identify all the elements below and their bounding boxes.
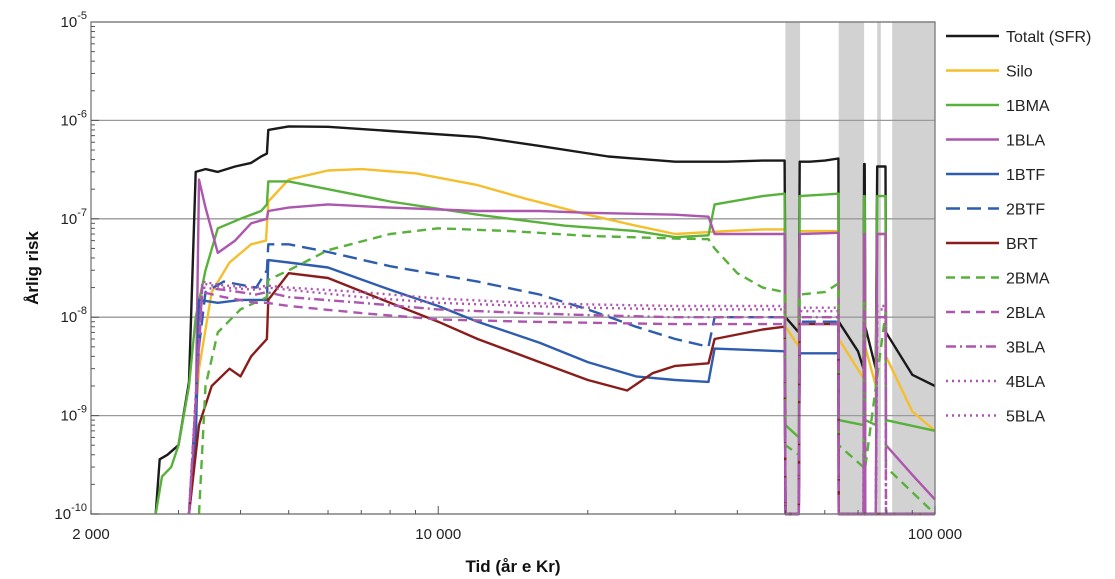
y-tick-label: 10-10 <box>54 502 87 523</box>
legend-label: Silo <box>1006 64 1033 81</box>
y-tick-label: 10-8 <box>61 305 87 326</box>
series-lines <box>154 125 936 516</box>
x-tick-label: 2 000 <box>72 526 110 543</box>
legend-label: 1BLA <box>1006 133 1045 150</box>
x-tick-label: 10 000 <box>415 526 461 543</box>
legend-label: 4BLA <box>1006 374 1045 391</box>
legend: Totalt (SFR) Silo 1BMA 1BLA 1BTF 2BTF BRT 2BMA 2… <box>946 29 1091 426</box>
legend-label: 1BMA <box>1006 98 1050 115</box>
legend-label: 2BTF <box>1006 202 1045 219</box>
y-tick-label: 10-9 <box>61 404 87 425</box>
x-axis-label: Tid (år e Kr) <box>465 557 560 576</box>
y-tick-label: 10-5 <box>61 10 87 31</box>
y-tick-label: 10-6 <box>61 108 87 129</box>
series-line <box>187 243 935 516</box>
series-line <box>187 167 936 515</box>
plot-frame <box>90 21 936 515</box>
series-line <box>187 290 935 516</box>
series-line <box>197 227 936 515</box>
shaded-period <box>838 22 865 514</box>
gridlines <box>91 21 935 515</box>
tick-labels: 10-10 10-9 10-8 10-7 10-6 10-5 2 000 10 000 100 … <box>54 10 962 543</box>
y-tick-label: 10-7 <box>61 207 87 228</box>
legend-label: Totalt (SFR) <box>1006 29 1091 46</box>
legend-label: BRT <box>1006 236 1038 253</box>
shaded-periods <box>785 22 935 514</box>
legend-label: 2BLA <box>1006 305 1045 322</box>
legend-label: 1BTF <box>1006 167 1045 184</box>
legend-label: 2BMA <box>1006 271 1050 288</box>
x-tick-label: 100 000 <box>908 526 962 543</box>
shaded-period <box>785 22 801 514</box>
shaded-period <box>877 22 881 514</box>
series-line <box>187 272 935 516</box>
legend-label: 3BLA <box>1006 340 1045 357</box>
series-line <box>187 178 936 516</box>
series-line <box>154 180 936 515</box>
axes <box>90 21 936 515</box>
y-axis-label: Årlig risk <box>23 231 42 305</box>
shaded-period <box>892 22 935 514</box>
legend-label: 5BLA <box>1006 409 1045 426</box>
series-line <box>154 125 936 515</box>
